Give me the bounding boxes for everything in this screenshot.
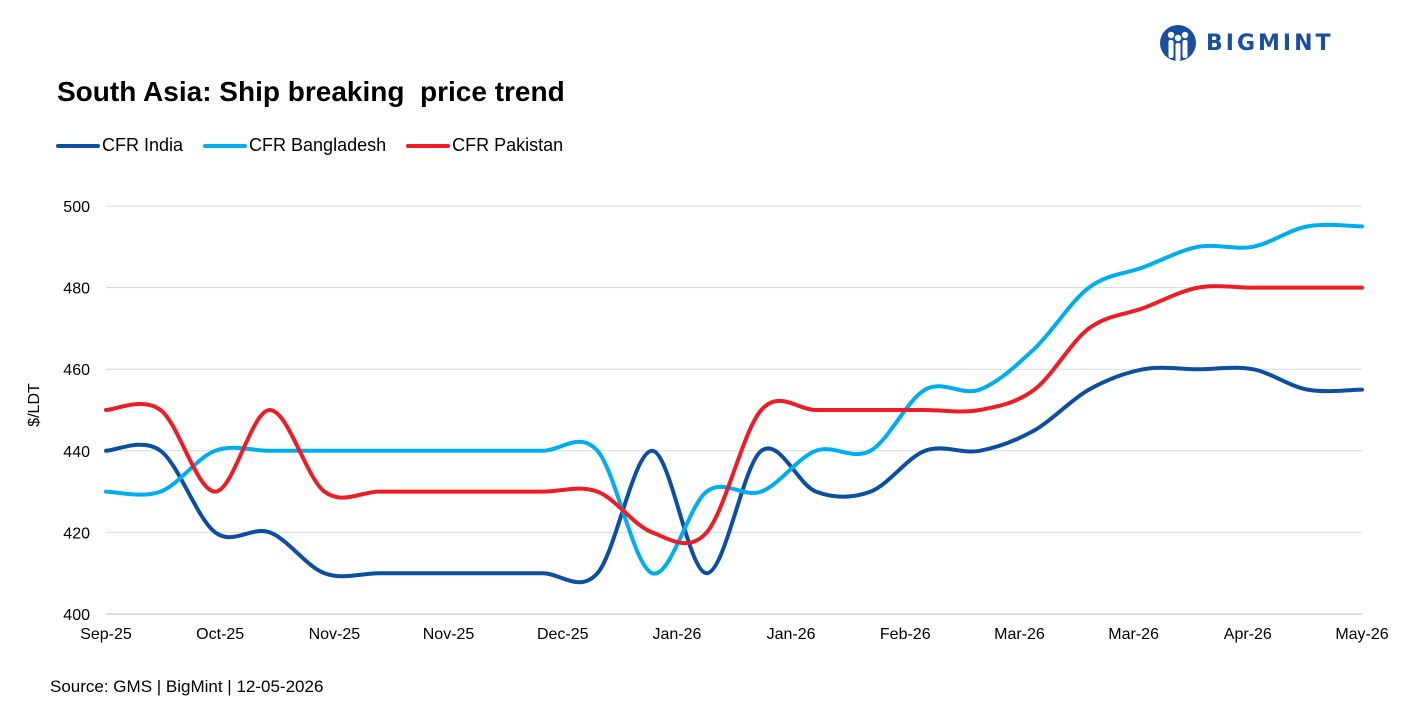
x-tick-label: Oct-25 [196, 626, 244, 643]
brand-logo: BIGMINT [1158, 24, 1334, 62]
x-tick-label: Nov-25 [423, 626, 475, 643]
legend-label-bangladesh: CFR Bangladesh [249, 135, 387, 155]
x-tick-label: Jan-26 [767, 626, 816, 643]
x-tick-label: Feb-26 [880, 626, 931, 643]
y-axis-ticks: 400 420 440 460 480 500 [63, 199, 90, 624]
source-note: Source: GMS | BigMint | 12-05-2026 [50, 677, 324, 696]
bigmint-logo-icon [1160, 25, 1196, 61]
x-axis-ticks: Sep-25 Oct-25 Nov-25 Nov-25 Dec-25 Jan-26 Jan-… [80, 626, 1389, 643]
y-axis-label: $/LDT [26, 383, 43, 427]
x-tick-label: Mar-26 [994, 626, 1045, 643]
line-chart: 400 420 440 460 480 500 Sep-25 Oct-25 Nov-25 Nov… [26, 199, 1389, 643]
x-tick-label: Apr-26 [1224, 626, 1272, 643]
x-tick-label: Nov-25 [309, 626, 361, 643]
legend-item-india: CFR India [56, 135, 183, 156]
x-tick-label: Mar-26 [1108, 626, 1159, 643]
brand-name: BIGMINT [1206, 30, 1334, 56]
series-line-cfr-pakistan [104, 284, 1364, 546]
series-lines [104, 222, 1364, 585]
x-tick-label: May-26 [1335, 626, 1388, 643]
y-tick-label: 460 [63, 362, 90, 379]
x-tick-label: Jan-26 [652, 626, 701, 643]
chart-legend: CFR India CFR Bangladesh CFR Pakistan [56, 135, 583, 156]
x-tick-label: Dec-25 [537, 626, 589, 643]
series-line-cfr-bangladesh [104, 222, 1364, 576]
y-tick-label: 400 [63, 607, 90, 624]
y-tick-label: 500 [63, 199, 90, 216]
legend-swatch-pakistan [406, 143, 451, 148]
y-tick-label: 480 [63, 281, 90, 298]
legend-label-pakistan: CFR Pakistan [452, 135, 564, 155]
legend-swatch-bangladesh [203, 143, 248, 148]
legend-label-india: CFR India [102, 135, 184, 155]
chart-title: South Asia: Ship breaking price trend [57, 76, 565, 107]
y-tick-label: 420 [63, 525, 90, 542]
legend-swatch-india [56, 143, 100, 148]
y-tick-label: 440 [63, 444, 90, 461]
series-line-cfr-india [104, 365, 1364, 585]
legend-item-bangladesh: CFR Bangladesh [203, 135, 386, 156]
legend-item-pakistan: CFR Pakistan [406, 135, 563, 156]
x-tick-label: Sep-25 [80, 626, 132, 643]
